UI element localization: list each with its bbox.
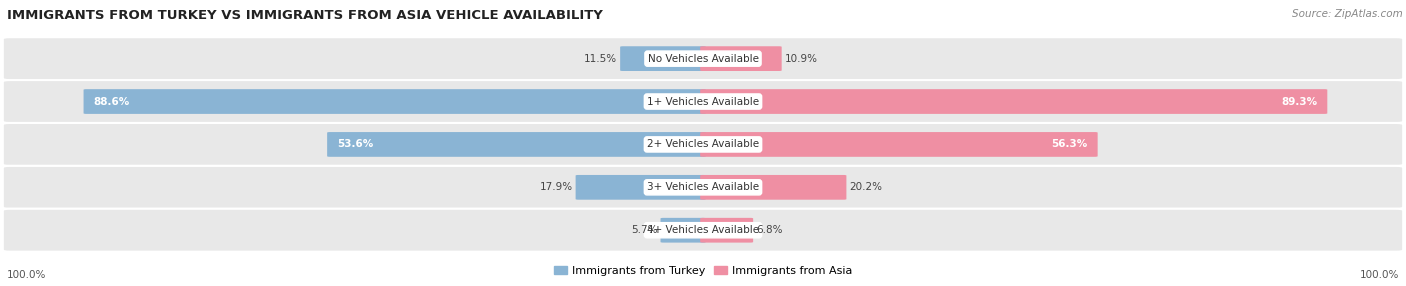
Text: 4+ Vehicles Available: 4+ Vehicles Available: [647, 225, 759, 235]
FancyBboxPatch shape: [700, 218, 754, 243]
Text: 100.0%: 100.0%: [7, 270, 46, 279]
FancyBboxPatch shape: [700, 46, 782, 71]
FancyBboxPatch shape: [3, 80, 1403, 123]
FancyBboxPatch shape: [700, 175, 846, 200]
Text: 89.3%: 89.3%: [1281, 97, 1317, 106]
FancyBboxPatch shape: [3, 166, 1403, 209]
FancyBboxPatch shape: [83, 89, 706, 114]
Text: 11.5%: 11.5%: [585, 54, 617, 63]
Legend: Immigrants from Turkey, Immigrants from Asia: Immigrants from Turkey, Immigrants from …: [550, 262, 856, 281]
Text: IMMIGRANTS FROM TURKEY VS IMMIGRANTS FROM ASIA VEHICLE AVAILABILITY: IMMIGRANTS FROM TURKEY VS IMMIGRANTS FRO…: [7, 9, 603, 21]
FancyBboxPatch shape: [3, 209, 1403, 252]
Text: 10.9%: 10.9%: [785, 54, 817, 63]
FancyBboxPatch shape: [3, 123, 1403, 166]
Text: Source: ZipAtlas.com: Source: ZipAtlas.com: [1292, 9, 1403, 19]
Text: 5.7%: 5.7%: [631, 225, 658, 235]
Text: 6.8%: 6.8%: [756, 225, 783, 235]
FancyBboxPatch shape: [700, 132, 1098, 157]
Text: 20.2%: 20.2%: [849, 182, 882, 192]
Text: 17.9%: 17.9%: [540, 182, 572, 192]
FancyBboxPatch shape: [575, 175, 706, 200]
Text: 53.6%: 53.6%: [337, 140, 373, 149]
FancyBboxPatch shape: [3, 37, 1403, 80]
Text: 100.0%: 100.0%: [1360, 270, 1399, 279]
FancyBboxPatch shape: [700, 89, 1327, 114]
Text: 88.6%: 88.6%: [93, 97, 129, 106]
FancyBboxPatch shape: [661, 218, 706, 243]
Text: 56.3%: 56.3%: [1052, 140, 1088, 149]
FancyBboxPatch shape: [620, 46, 706, 71]
Text: 3+ Vehicles Available: 3+ Vehicles Available: [647, 182, 759, 192]
Text: No Vehicles Available: No Vehicles Available: [648, 54, 758, 63]
Text: 2+ Vehicles Available: 2+ Vehicles Available: [647, 140, 759, 149]
Text: 1+ Vehicles Available: 1+ Vehicles Available: [647, 97, 759, 106]
FancyBboxPatch shape: [328, 132, 706, 157]
